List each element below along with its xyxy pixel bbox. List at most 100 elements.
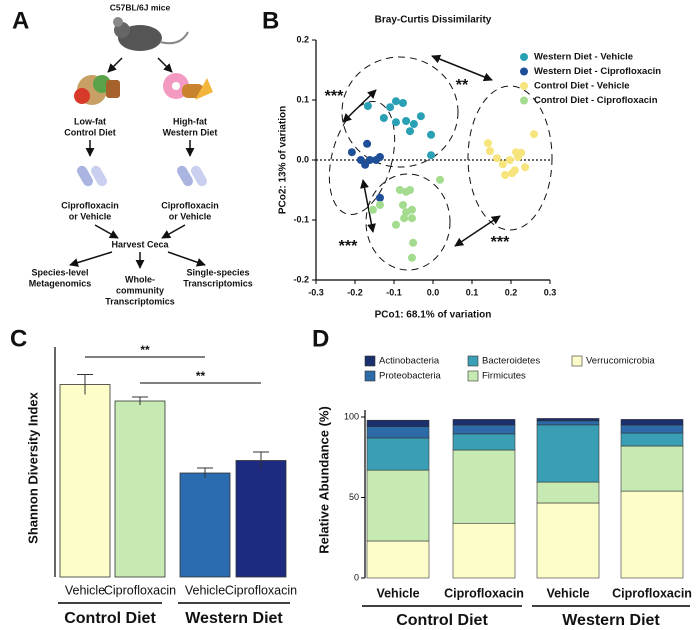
- y-axis-label: Shannon Diversity Index: [25, 391, 40, 543]
- diagram-icons: [69, 17, 213, 269]
- diagram-node-label: Ciprofloxacin: [61, 200, 119, 210]
- significance-label: **: [140, 343, 150, 357]
- legend-marker: [520, 53, 528, 61]
- bar-segment: [536, 502, 600, 579]
- point: [363, 102, 372, 110]
- x-tick-label: 0.3: [544, 287, 557, 297]
- legend-swatch: [571, 355, 583, 367]
- point: [391, 118, 400, 127]
- point: [368, 205, 377, 214]
- bar-segment: [452, 433, 516, 451]
- point: [521, 163, 530, 172]
- diagram-node-label: Species-level: [31, 267, 88, 277]
- x-tick-label: Ciprofloxacin: [225, 583, 297, 597]
- legend-label: Proteobacteria: [379, 371, 442, 382]
- panel-label: C: [10, 325, 27, 352]
- point: [427, 151, 436, 160]
- point: [492, 154, 501, 163]
- bar-segment: [620, 424, 684, 434]
- group-label: Control Diet: [396, 612, 488, 629]
- group-label: Control Diet: [64, 610, 156, 627]
- panel-label: D: [312, 325, 329, 352]
- bar-segment: [620, 432, 684, 447]
- legend-label: Control Diet - Vehicle: [534, 81, 630, 92]
- legend-label: Firmicutes: [482, 371, 526, 382]
- point: [530, 130, 539, 139]
- diagram-node-label: High-fat: [173, 116, 207, 126]
- point: [427, 130, 436, 139]
- point: [398, 201, 407, 209]
- significance-label: **: [456, 77, 469, 94]
- point: [395, 186, 404, 194]
- point: [363, 139, 372, 148]
- point: [386, 103, 395, 112]
- point: [485, 147, 494, 155]
- x-tick-label: Vehicle: [65, 583, 105, 597]
- x-tick-label: Vehicle: [185, 583, 225, 597]
- point: [409, 120, 418, 128]
- bar-segment: [366, 437, 430, 471]
- legend-swatch: [364, 370, 376, 382]
- bar-segment: [536, 420, 600, 426]
- x-tick-label: -0.1: [386, 287, 402, 297]
- legend-label: Control Diet - Ciprofloxacin: [534, 95, 658, 106]
- diagram-node-label: Control Diet: [64, 127, 116, 137]
- point: [402, 117, 411, 125]
- point: [436, 175, 445, 184]
- x-tick-label: 0.0: [427, 287, 440, 297]
- diagram-node-label: Transcriptomics: [183, 278, 253, 288]
- legend-marker: [520, 82, 528, 90]
- bar-segment: [536, 418, 600, 422]
- bar-segment: [620, 445, 684, 492]
- diagram-node-label: Ciprofloxacin: [161, 200, 219, 210]
- diagram-node-label: Single-species: [186, 267, 249, 277]
- point: [375, 153, 384, 161]
- y-tick-label: 100: [344, 411, 359, 421]
- x-tick-label: Ciprofloxacin: [104, 583, 176, 597]
- legend-swatch: [364, 355, 376, 367]
- x-tick-label: Vehicle: [546, 586, 589, 600]
- bar: [179, 472, 231, 578]
- legend-label: Western Diet - Vehicle: [534, 52, 633, 63]
- point: [379, 114, 388, 122]
- panel-label: B: [262, 7, 279, 34]
- diagram-node-label: Whole-: [125, 274, 155, 284]
- legend-marker: [520, 67, 528, 76]
- bar: [59, 384, 111, 578]
- cluster-outlines: [328, 54, 553, 271]
- legend-label: Western Diet - Ciprofloxacin: [534, 66, 661, 77]
- diagram-node-label: Transcriptomics: [105, 296, 175, 306]
- group-label: Western Diet: [562, 612, 660, 629]
- legend-label: Verrucomicrobia: [586, 356, 655, 367]
- y-axis-label: Relative Abundance (%): [316, 406, 331, 554]
- x-tick-label: 0.1: [466, 287, 479, 297]
- x-tick-label: Ciprofloxacin: [612, 586, 692, 600]
- x-axis-label: PCo1: 68.1% of variation: [375, 310, 492, 321]
- x-tick-label: Ciprofloxacin: [444, 586, 524, 600]
- x-tick-label: -0.3: [308, 287, 324, 297]
- significance-label: **: [196, 369, 206, 383]
- panel-label: A: [12, 7, 29, 34]
- point: [501, 171, 510, 179]
- point: [347, 148, 356, 157]
- point: [514, 153, 523, 161]
- group-label: Western Diet: [185, 610, 283, 627]
- point: [400, 214, 409, 223]
- diagram-node-label: Harvest Ceca: [111, 239, 169, 249]
- point: [398, 99, 407, 107]
- diagram-node-label: community: [116, 285, 164, 295]
- bar-segment: [536, 424, 600, 483]
- point: [409, 238, 418, 247]
- bar-segment: [366, 426, 430, 439]
- bar-segment: [536, 481, 600, 504]
- diagram-node-label: Western Diet: [163, 127, 218, 137]
- legend-marker: [520, 96, 528, 105]
- x-tick-label: -0.2: [347, 287, 363, 297]
- x-tick-label: Vehicle: [376, 586, 419, 600]
- bar-segment: [452, 449, 516, 524]
- significance-label: ***: [491, 234, 510, 251]
- legend-label: Actinobacteria: [379, 356, 440, 367]
- significance-label: ***: [339, 238, 358, 255]
- bar-segment: [366, 540, 430, 579]
